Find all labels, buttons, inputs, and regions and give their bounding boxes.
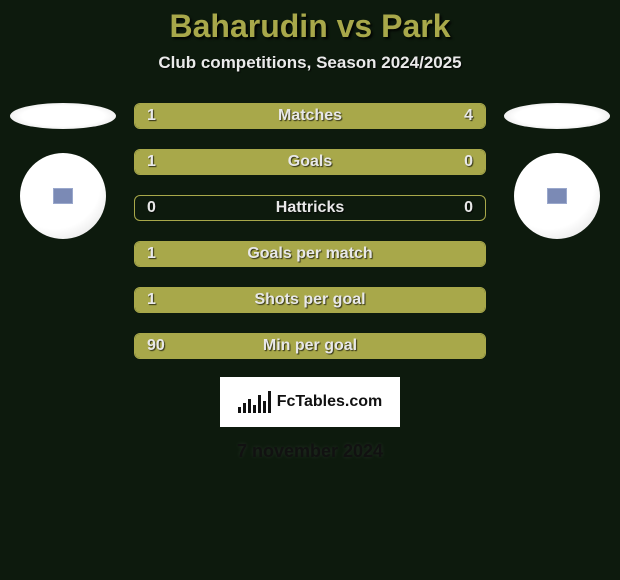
- stat-label: Matches: [278, 107, 342, 125]
- stat-value-left: 1: [147, 245, 156, 263]
- stat-bar: 1 Shots per goal: [134, 287, 486, 313]
- stat-value-left: 1: [147, 153, 156, 171]
- right-player-column: [504, 103, 610, 239]
- brand-bar: [268, 391, 271, 413]
- brand-text: FcTables.com: [277, 393, 383, 411]
- stat-label: Hattricks: [276, 199, 344, 217]
- stat-bar: 1 Goals per match: [134, 241, 486, 267]
- left-name-ellipse: [10, 103, 116, 129]
- stat-bar: 0 Hattricks 0: [134, 195, 486, 221]
- brand-bars-icon: [238, 391, 271, 413]
- brand-bar: [248, 399, 251, 413]
- brand-box[interactable]: FcTables.com: [220, 377, 400, 427]
- page-title: Baharudin vs Park: [0, 8, 620, 45]
- brand-bar: [258, 395, 261, 413]
- stat-fill-left: [135, 104, 205, 128]
- left-player-badge: [20, 153, 106, 239]
- right-name-ellipse: [504, 103, 610, 129]
- stat-value-left: 1: [147, 107, 156, 125]
- stat-value-left: 90: [147, 337, 165, 355]
- brand-bar: [263, 401, 266, 413]
- placeholder-icon: [53, 188, 73, 204]
- stat-value-left: 0: [147, 199, 156, 217]
- date-text: 7 november 2024: [0, 441, 620, 462]
- stat-label: Goals per match: [247, 245, 372, 263]
- stat-bar: 1 Goals 0: [134, 149, 486, 175]
- stat-bar: 1 Matches 4: [134, 103, 486, 129]
- comparison-card: Baharudin vs Park Club competitions, Sea…: [0, 0, 620, 462]
- stat-label: Min per goal: [263, 337, 357, 355]
- body-row: 1 Matches 4 1 Goals 0 0 Hattricks 0 1 Goals per ma…: [0, 103, 620, 359]
- placeholder-icon: [547, 188, 567, 204]
- stat-value-right: 0: [464, 199, 473, 217]
- stat-label: Goals: [288, 153, 332, 171]
- right-player-badge: [514, 153, 600, 239]
- stat-fill-right: [205, 104, 485, 128]
- stat-value-right: 0: [464, 153, 473, 171]
- stat-fill-left: [135, 150, 398, 174]
- brand-bar: [243, 403, 246, 413]
- stat-value-left: 1: [147, 291, 156, 309]
- stat-bars: 1 Matches 4 1 Goals 0 0 Hattricks 0 1 Goals per ma…: [134, 103, 486, 359]
- brand-bar: [253, 405, 256, 413]
- subtitle: Club competitions, Season 2024/2025: [0, 53, 620, 73]
- brand-bar: [238, 407, 241, 413]
- stat-value-right: 4: [464, 107, 473, 125]
- stat-label: Shots per goal: [254, 291, 365, 309]
- stat-bar: 90 Min per goal: [134, 333, 486, 359]
- left-player-column: [10, 103, 116, 239]
